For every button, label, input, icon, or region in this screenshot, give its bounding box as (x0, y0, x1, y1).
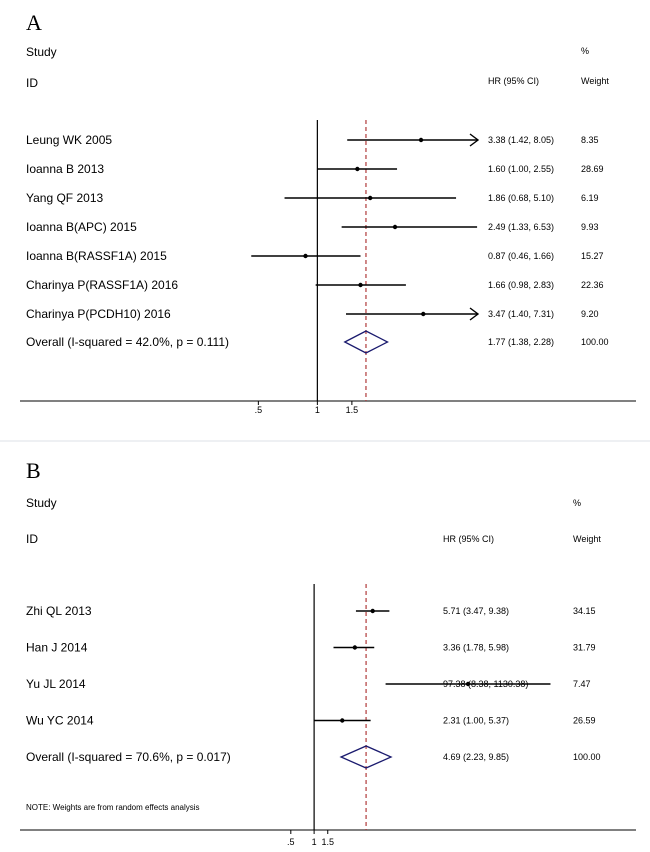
overall-hr-ci-label: 4.69 (2.23, 9.85) (443, 752, 509, 762)
study-row: Leung WK 2005 3.38 (1.42, 8.05) 8.35 (26, 133, 599, 147)
study-column-header: Study (26, 496, 57, 510)
study-label: Ioanna B(RASSF1A) 2015 (26, 249, 167, 263)
overall-label: Overall (I-squared = 42.0%, p = 0.111) (26, 335, 229, 349)
panel-label-b: B (26, 458, 41, 483)
hr-ci-label: 0.87 (0.46, 1.66) (488, 251, 554, 261)
weight-label: 7.47 (573, 679, 591, 689)
hr-ci-label: 1.60 (1.00, 2.55) (488, 164, 554, 174)
weight-column-header: Weight (581, 76, 609, 86)
overall-row: Overall (I-squared = 70.6%, p = 0.017) 4.… (26, 745, 601, 769)
point-estimate (367, 195, 373, 201)
x-axis-ticks: .5 1 1.5 (287, 830, 334, 847)
study-row: Ioanna B(APC) 2015 2.49 (1.33, 6.53) 9.93 (26, 220, 599, 234)
study-label: Wu YC 2014 (26, 714, 94, 728)
study-column-header: Study (26, 45, 57, 59)
forest-panel-a: A Study ID HR (95% CI) % Weight Leung WK… (20, 10, 636, 415)
study-label: Han J 2014 (26, 641, 88, 655)
study-rows: Zhi QL 2013 5.71 (3.47, 9.38) 34.15 Han J 2… (26, 584, 601, 830)
x-axis-ticks: .5 1 1.5 (255, 401, 359, 415)
id-column-header: ID (26, 532, 38, 546)
study-label: Ioanna B(APC) 2015 (26, 220, 137, 234)
overall-hr-ci-label: 1.77 (1.38, 2.28) (488, 337, 554, 347)
hr-ci-label: 1.66 (0.98, 2.83) (488, 280, 554, 290)
weight-column-header: Weight (573, 534, 601, 544)
study-row: Charinya P(PCDH10) 2016 3.47 (1.40, 7.31)… (26, 307, 599, 321)
point-estimate (370, 608, 375, 614)
forest-panel-b: B Study ID HR (95% CI) % Weight NOTE: We… (20, 458, 636, 847)
x-tick-label: 1.5 (346, 405, 359, 415)
study-label: Zhi QL 2013 (26, 604, 92, 618)
point-estimate (355, 166, 360, 172)
weight-label: 31.79 (573, 643, 596, 653)
point-estimate (340, 718, 345, 723)
percent-column-header: % (573, 498, 581, 508)
x-tick-label: 1.5 (321, 837, 334, 847)
point-estimate (358, 282, 363, 288)
weight-label: 34.15 (573, 606, 596, 616)
study-row: Wu YC 2014 2.31 (1.00, 5.37) 26.59 (26, 714, 596, 728)
weight-label: 26.59 (573, 716, 596, 726)
hr-ci-label: 2.31 (1.00, 5.37) (443, 716, 509, 726)
overall-weight-label: 100.00 (581, 337, 609, 347)
weight-label: 9.93 (581, 222, 599, 232)
id-column-header: ID (26, 76, 38, 90)
x-tick-label: 1 (315, 405, 320, 415)
study-rows: Leung WK 2005 3.38 (1.42, 8.05) 8.35 Ioanna… (26, 120, 609, 401)
overall-label: Overall (I-squared = 70.6%, p = 0.017) (26, 750, 231, 764)
study-label: Ioanna B 2013 (26, 162, 104, 176)
study-label: Yang QF 2013 (26, 191, 103, 205)
study-label: Charinya P(RASSF1A) 2016 (26, 278, 178, 292)
weight-label: 9.20 (581, 309, 599, 319)
x-tick-label: .5 (255, 405, 263, 415)
hr-ci-label: 5.71 (3.47, 9.38) (443, 606, 509, 616)
x-tick-label: 1 (312, 837, 317, 847)
point-estimate (352, 645, 358, 650)
weight-label: 8.35 (581, 135, 599, 145)
study-row: Han J 2014 3.36 (1.78, 5.98) 31.79 (26, 641, 596, 655)
hr-ci-label: 3.38 (1.42, 8.05) (488, 135, 554, 145)
study-label: Charinya P(PCDH10) 2016 (26, 307, 171, 321)
panel-label-a: A (26, 10, 42, 35)
weight-label: 6.19 (581, 193, 599, 203)
weight-label: 28.69 (581, 164, 604, 174)
study-row: Zhi QL 2013 5.71 (3.47, 9.38) 34.15 (26, 604, 596, 618)
hr-ci-label: 3.47 (1.40, 7.31) (488, 309, 554, 319)
x-tick-label: .5 (287, 837, 295, 847)
hr-ci-label: 2.49 (1.33, 6.53) (488, 222, 554, 232)
point-estimate (303, 253, 308, 259)
ci-arrow (469, 133, 480, 147)
overall-diamond (343, 330, 389, 354)
study-label: Leung WK 2005 (26, 133, 112, 147)
point-estimate (421, 311, 426, 317)
overall-diamond (339, 745, 393, 769)
point-estimate (392, 224, 398, 230)
study-row: Ioanna B 2013 1.60 (1.00, 2.55) 28.69 (26, 162, 604, 176)
hr-ci-label: 1.86 (0.68, 5.10) (488, 193, 554, 203)
study-row: Ioanna B(RASSF1A) 2015 0.87 (0.46, 1.66) 1… (26, 249, 604, 263)
hr-ci-column-header: HR (95% CI) (488, 76, 539, 86)
point-estimate (465, 681, 471, 687)
ci-arrow (469, 307, 480, 321)
study-label: Yu JL 2014 (26, 677, 86, 691)
weight-label: 15.27 (581, 251, 604, 261)
study-row: Yang QF 2013 1.86 (0.68, 5.10) 6.19 (26, 191, 599, 205)
hr-ci-label: 3.36 (1.78, 5.98) (443, 643, 509, 653)
point-estimate (418, 137, 424, 143)
weights-note: NOTE: Weights are from random effects an… (26, 803, 200, 812)
overall-weight-label: 100.00 (573, 752, 601, 762)
percent-column-header: % (581, 46, 589, 56)
overall-row: Overall (I-squared = 42.0%, p = 0.111) 1.… (26, 330, 609, 354)
hr-ci-column-header: HR (95% CI) (443, 534, 494, 544)
study-row: Charinya P(RASSF1A) 2016 1.66 (0.98, 2.83… (26, 278, 604, 292)
weight-label: 22.36 (581, 280, 604, 290)
study-row: Yu JL 2014 97.38 (8.38, 1130.38) 7.47 (26, 677, 591, 691)
